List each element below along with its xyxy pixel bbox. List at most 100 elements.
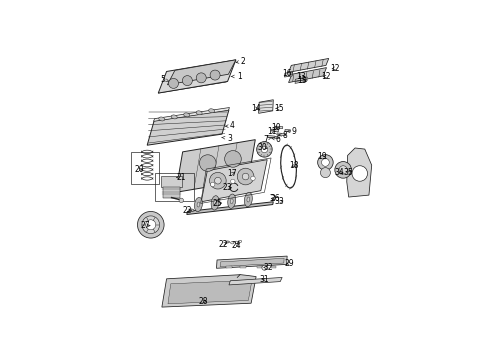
Bar (257, 266, 262, 268)
Ellipse shape (196, 111, 202, 115)
Bar (240, 266, 245, 268)
Text: 25: 25 (213, 199, 222, 208)
Circle shape (261, 146, 268, 153)
Text: 1: 1 (231, 72, 242, 81)
Polygon shape (158, 60, 236, 93)
Circle shape (179, 198, 183, 203)
Polygon shape (168, 60, 236, 85)
Circle shape (318, 155, 333, 170)
Text: 12: 12 (330, 64, 340, 73)
Circle shape (251, 176, 255, 181)
Polygon shape (147, 110, 229, 145)
Polygon shape (259, 100, 273, 113)
Ellipse shape (171, 115, 177, 119)
Circle shape (335, 162, 351, 178)
Text: 19: 19 (318, 152, 327, 161)
Polygon shape (271, 136, 279, 139)
Text: 13: 13 (297, 76, 307, 85)
Text: 31: 31 (260, 275, 269, 284)
Text: 17: 17 (227, 169, 237, 178)
Bar (270, 266, 276, 268)
Text: 22: 22 (218, 240, 227, 249)
Ellipse shape (197, 202, 200, 207)
Polygon shape (295, 80, 307, 84)
Text: 13: 13 (296, 72, 306, 81)
Text: 26: 26 (271, 194, 281, 203)
Polygon shape (168, 280, 252, 304)
Bar (226, 266, 232, 268)
Circle shape (169, 78, 178, 89)
Text: 4: 4 (225, 121, 235, 130)
Text: 33: 33 (274, 197, 284, 206)
Bar (163, 187, 180, 198)
Circle shape (237, 168, 254, 185)
Text: 16: 16 (282, 69, 292, 78)
Text: 22: 22 (183, 206, 192, 215)
Polygon shape (284, 72, 293, 77)
Bar (131, 152, 159, 184)
Text: 18: 18 (289, 161, 299, 170)
Circle shape (211, 182, 215, 186)
Polygon shape (217, 256, 287, 268)
Ellipse shape (247, 197, 250, 202)
Polygon shape (289, 58, 329, 72)
Text: 5: 5 (161, 75, 169, 84)
Polygon shape (289, 68, 326, 82)
Text: 6: 6 (272, 135, 280, 144)
Polygon shape (153, 108, 229, 121)
Text: 11: 11 (268, 127, 277, 136)
Circle shape (257, 141, 272, 157)
Text: 21: 21 (176, 173, 186, 182)
Circle shape (210, 70, 220, 80)
Polygon shape (277, 133, 286, 136)
Circle shape (320, 168, 330, 177)
Ellipse shape (245, 192, 252, 207)
Text: 2: 2 (236, 57, 245, 66)
Ellipse shape (225, 241, 229, 243)
Polygon shape (347, 148, 372, 197)
Circle shape (138, 211, 164, 238)
Text: 30: 30 (258, 143, 268, 152)
Ellipse shape (238, 240, 242, 243)
Text: 14: 14 (251, 104, 261, 113)
Text: 24: 24 (231, 240, 241, 249)
Text: 3: 3 (221, 134, 232, 143)
Ellipse shape (211, 196, 219, 210)
Text: 15: 15 (274, 104, 284, 113)
Polygon shape (187, 202, 273, 215)
Ellipse shape (195, 197, 202, 212)
Ellipse shape (159, 117, 165, 121)
Bar (161, 176, 182, 187)
Ellipse shape (235, 241, 238, 243)
Ellipse shape (231, 242, 234, 244)
Text: 20: 20 (135, 165, 145, 174)
Ellipse shape (189, 209, 194, 211)
Ellipse shape (230, 199, 233, 204)
Polygon shape (201, 159, 267, 202)
Polygon shape (220, 258, 284, 267)
Circle shape (199, 155, 216, 171)
Ellipse shape (228, 194, 236, 208)
Text: 27: 27 (141, 221, 150, 230)
Polygon shape (158, 80, 227, 93)
Polygon shape (229, 278, 282, 285)
Polygon shape (285, 130, 291, 132)
Text: 10: 10 (270, 123, 280, 132)
Polygon shape (275, 126, 283, 129)
Circle shape (321, 158, 329, 166)
Circle shape (196, 73, 206, 83)
Circle shape (142, 216, 160, 234)
Text: 32: 32 (263, 263, 272, 272)
Polygon shape (176, 140, 255, 192)
Text: 29: 29 (284, 259, 294, 268)
Circle shape (242, 173, 249, 180)
Polygon shape (271, 129, 279, 132)
Circle shape (224, 150, 241, 167)
Text: 9: 9 (287, 127, 296, 136)
Polygon shape (162, 275, 256, 307)
Circle shape (231, 179, 235, 184)
Circle shape (352, 166, 368, 181)
Circle shape (210, 172, 226, 189)
Text: 23: 23 (222, 183, 232, 192)
Circle shape (146, 220, 156, 230)
